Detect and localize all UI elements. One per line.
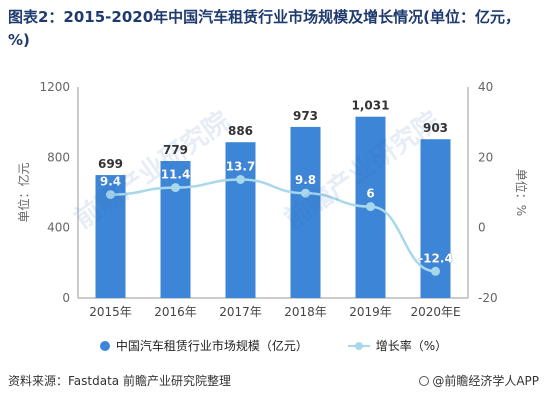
legend-bar-swatch — [99, 341, 110, 351]
growth-value-label: 13.7 — [226, 159, 256, 173]
x-tick-label: 2019年 — [349, 305, 392, 319]
bar-value-label: 1,031 — [352, 99, 390, 113]
growth-value-label: 11.4 — [161, 168, 191, 182]
bar-value-label: 699 — [98, 157, 123, 171]
bar — [290, 126, 321, 298]
footer: 资料来源：Fastdata 前瞻产业研究院整理 @前瞻经济学人APP — [8, 372, 539, 390]
growth-value-label: -12.4 — [418, 251, 453, 265]
y2-tick-label: 0 — [478, 221, 486, 235]
source-note: 资料来源：Fastdata 前瞻产业研究院整理 — [8, 374, 231, 388]
x-tick-label: 2015年 — [89, 305, 132, 319]
y2-tick-label: -20 — [478, 291, 498, 305]
bar-value-label: 779 — [163, 143, 188, 157]
growth-point — [366, 202, 375, 212]
y-tick-label: 400 — [47, 221, 70, 235]
y-tick-label: 0 — [62, 291, 70, 305]
y2-tick-label: 20 — [478, 150, 493, 164]
brand-icon — [419, 376, 430, 386]
brand-credit: @前瞻经济学人APP — [419, 372, 539, 389]
x-tick-label: 2016年 — [154, 305, 197, 319]
bar — [225, 142, 256, 298]
growth-value-label: 9.8 — [295, 173, 316, 187]
growth-value-label: 6 — [366, 187, 374, 201]
bar-value-label: 973 — [293, 109, 318, 123]
x-tick-label: 2017年 — [219, 305, 262, 319]
x-tick-label: 2020年E — [410, 305, 460, 319]
legend-item-line: 增长率（%） — [347, 337, 448, 354]
legend: 中国汽车租赁行业市场规模（亿元） 增长率（%） — [0, 337, 547, 355]
legend-line-swatch — [347, 341, 370, 351]
y-tick-label: 1200 — [39, 80, 70, 94]
growth-value-label: 9.4 — [100, 175, 121, 189]
brand-text: @前瞻经济学人APP — [432, 374, 539, 388]
chart-title: 图表2：2015-2020年中国汽车租赁行业市场规模及增长情况(单位：亿元，%) — [8, 8, 521, 49]
y-tick-label: 800 — [47, 150, 70, 164]
bar-value-label: 886 — [228, 124, 253, 138]
legend-line-label: 增长率（%） — [375, 339, 448, 353]
y2-tick-label: 40 — [478, 80, 493, 94]
legend-bar-label: 中国汽车租赁行业市场规模（亿元） — [115, 339, 308, 353]
x-tick-label: 2018年 — [284, 305, 327, 319]
y2-axis-title: 单位：% — [514, 169, 529, 216]
growth-point — [106, 190, 115, 200]
legend-item-bar: 中国汽车租赁行业市场规模（亿元） — [99, 337, 308, 354]
growth-line — [110, 178, 436, 273]
growth-point — [236, 174, 245, 184]
growth-point — [171, 183, 180, 193]
growth-point — [431, 266, 440, 276]
bar-value-label: 903 — [423, 121, 448, 135]
y-axis-title: 单位：亿元 — [16, 162, 31, 222]
growth-point — [301, 188, 310, 198]
